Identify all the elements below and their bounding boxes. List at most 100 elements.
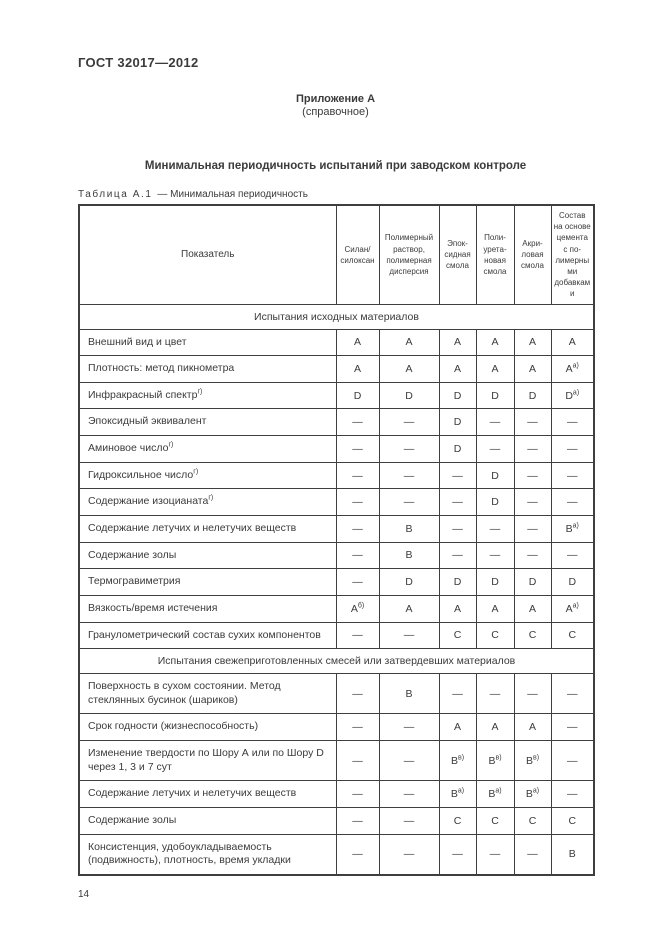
indicator-cell: Содержание летучих и нелетучих веществ [78,514,337,543]
value-cell: C [438,807,477,835]
table-row: Плотность: метод пикнометра A A A A A Aа) [78,355,595,383]
value-cell: D [335,381,380,410]
header-row: Показатель Силан/ силоксан Полимерный раст… [78,204,595,305]
indicator-cell: Поверхность в сухом состоянии. Метод сте… [78,673,337,715]
value-cell: Bа) [438,780,477,809]
value-cell: — [550,461,595,490]
value-cell: D [378,568,440,596]
value-cell: — [335,833,380,876]
value-cell: Bв) [475,740,515,782]
value-cell: — [335,568,380,596]
table-caption-text: — Минимальная периодичность [157,189,308,200]
value-cell: — [378,807,440,835]
value-cell: C [550,621,595,650]
column-header: Силан/ силоксан [335,204,380,305]
indicator-cell: Консистенция, удобоукладываемость (подви… [78,833,337,876]
value-cell: D [378,381,440,410]
value-cell: — [335,435,380,463]
value-cell: — [513,435,552,463]
table-row: Содержание изоцианатаг) — — — D — — [78,488,595,516]
value-cell: — [335,621,380,650]
value-cell: — [335,461,380,490]
value-cell: D [438,435,477,463]
value-cell: Bа) [513,780,552,809]
value-cell: Dа) [550,381,595,410]
footnote-marker: в) [495,754,502,762]
indicator-cell: Плотность: метод пикнометра [78,355,337,383]
indicator-cell: Термогравиметрия [78,568,337,596]
value-cell: D [438,568,477,596]
value-cell: — [378,488,440,516]
section-row: Испытания свежеприготовленных смесей или… [78,648,595,675]
value-cell: — [475,435,515,463]
value-cell: C [475,621,515,650]
indicator-cell: Аминовое числог) [78,435,337,463]
column-header: Акри-ловая смола [513,204,552,305]
value-cell: D [438,381,477,410]
indicator-cell: Внешний вид и цвет [78,328,337,357]
value-cell: D [438,408,477,437]
section-title: Испытания свежеприготовленных смесей или… [78,648,595,675]
value-cell: A [475,713,515,742]
table-row: Эпоксидный эквивалент — — D — — — [78,408,595,437]
indicator-cell: Инфракрасный спектрг) [78,381,337,410]
value-cell: B [550,833,595,876]
value-cell: A [550,328,595,357]
value-cell: — [335,807,380,835]
value-cell: B [378,514,440,543]
table-row: Срок годности (жизнеспособность) — — A A A — [78,713,595,742]
indicator-cell: Гранулометрический состав сухих компонен… [78,621,337,650]
value-cell: — [550,780,595,809]
value-cell: — [335,713,380,742]
value-cell: A [475,328,515,357]
value-cell: — [378,435,440,463]
value-cell: — [378,713,440,742]
value-cell: Bа) [475,780,515,809]
indicator-cell: Срок годности (жизнеспособность) [78,713,337,742]
value-cell: A [335,328,380,357]
table-row: Аминовое числог) — — D — — — [78,435,595,463]
value-cell: A [378,594,440,623]
value-cell: — [378,740,440,782]
value-cell: — [378,780,440,809]
value-cell: C [513,621,552,650]
table-row: Гранулометрический состав сухих компонен… [78,621,595,650]
value-cell: — [475,833,515,876]
value-cell: — [438,514,477,543]
value-cell: — [475,541,515,570]
value-cell: A [438,328,477,357]
value-cell: A [378,328,440,357]
value-cell: — [378,621,440,650]
table-caption-label: Таблица А.1 [78,189,153,200]
value-cell: Bа) [550,514,595,543]
value-cell: — [335,740,380,782]
column-header: Поли-урета-новая смола [475,204,515,305]
annex-label: Приложение А [295,93,376,105]
value-cell: — [513,488,552,516]
value-cell: A [438,594,477,623]
table-row: Внешний вид и цвет A A A A A A [78,328,595,357]
indicator-cell: Содержание золы [78,541,337,570]
value-cell: — [438,673,477,715]
indicator-cell: Содержание изоцианатаг) [78,488,337,516]
value-cell: A [513,594,552,623]
footnote-marker: в) [532,754,540,762]
indicator-cell: Изменение твердости по Шору А или по Шор… [78,740,337,782]
value-cell: — [335,673,380,715]
value-cell: Bв) [438,740,477,782]
table-row: Содержание летучих и нелетучих веществ — —… [78,780,595,809]
value-cell: A [378,355,440,383]
value-cell: A [513,328,552,357]
indicator-cell: Содержание летучих и нелетучих веществ [78,780,337,809]
value-cell: — [550,713,595,742]
value-cell: — [513,833,552,876]
doc-code: ГОСТ 32017—2012 [78,55,199,70]
indicator-cell: Эпоксидный эквивалент [78,408,337,437]
footnote-marker: г) [193,468,199,476]
value-cell: D [513,568,552,596]
value-cell: — [513,673,552,715]
value-cell: — [378,461,440,490]
column-header: Эпок-сидная смола [438,204,477,305]
table-body: Испытания исходных материалов Внешний вид… [78,303,595,876]
value-cell: — [335,780,380,809]
